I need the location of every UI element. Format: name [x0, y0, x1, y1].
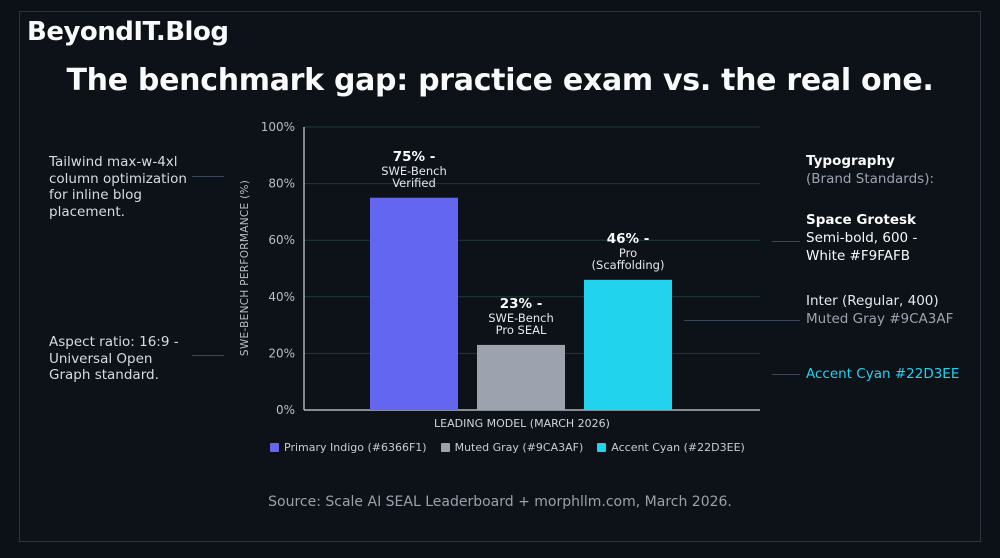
bar	[370, 197, 458, 410]
infographic-frame	[19, 11, 981, 542]
font2-spec: Inter (Regular, 400)	[806, 293, 939, 309]
font2-connector	[684, 320, 800, 321]
accent-color-note: Accent Cyan #22D3EE	[806, 366, 960, 382]
bar	[477, 344, 565, 410]
y-tick-label: 80%	[268, 177, 295, 191]
bar-category-label: Pro	[619, 246, 637, 260]
chart-legend: Primary Indigo (#6366F1) Muted Gray (#9CA…	[270, 441, 745, 454]
bar	[584, 279, 672, 410]
font1-connector	[772, 241, 800, 242]
legend-swatch	[597, 443, 607, 452]
bar-value-label: 75% -	[393, 149, 436, 165]
layout-note: Tailwind max-w-4xl column optimization f…	[49, 154, 187, 220]
y-tick-label: 60%	[268, 233, 295, 247]
font1-name: Space Grotesk	[806, 212, 916, 228]
typography-heading: Typography	[806, 153, 895, 169]
bar-category-label: SWE-Bench	[381, 164, 447, 178]
legend-label: Primary Indigo (#6366F1)	[284, 441, 427, 454]
page-title: The benchmark gap: practice exam vs. the…	[66, 63, 934, 98]
font2-color: Muted Gray #9CA3AF	[806, 311, 954, 327]
legend-swatch	[440, 443, 450, 452]
legend-label: Accent Cyan (#22D3EE)	[611, 441, 745, 454]
legend-label: Muted Gray (#9CA3AF)	[454, 441, 584, 454]
source-note: Source: Scale AI SEAL Leaderboard + morp…	[268, 494, 732, 510]
bar-category-label: (Scaffolding)	[592, 258, 665, 272]
bar-category-label: SWE-Bench	[488, 311, 554, 325]
layout-note-connector	[192, 176, 224, 177]
bar-value-label: 23% -	[500, 296, 543, 312]
aspect-note-connector	[192, 355, 224, 356]
typography-subheading: (Brand Standards):	[806, 171, 935, 187]
bar-category-label: Verified	[392, 176, 436, 190]
legend-swatch	[270, 443, 279, 452]
bar-category-label: Pro SEAL	[496, 323, 547, 337]
legend-item: Primary Indigo (#6366F1)	[270, 441, 427, 454]
brand-logo-text: BeyondIT.Blog	[27, 17, 229, 47]
y-axis-label: SWE-BENCH PERFORMANCE (%)	[239, 180, 251, 356]
legend-item: Muted Gray (#9CA3AF)	[440, 441, 584, 454]
bar-value-label: 46% -	[607, 231, 650, 247]
aspect-note: Aspect ratio: 16:9 - Universal Open Grap…	[49, 334, 179, 383]
accent-connector	[772, 374, 800, 375]
x-axis-label: LEADING MODEL (MARCH 2026)	[434, 417, 610, 430]
y-tick-label: 100%	[261, 120, 295, 134]
y-tick-label: 40%	[268, 290, 295, 304]
font1-spec: Semi-bold, 600 -	[806, 230, 918, 246]
y-tick-label: 20%	[268, 346, 295, 360]
legend-item: Accent Cyan (#22D3EE)	[597, 441, 745, 454]
y-tick-label: 0%	[276, 403, 295, 417]
font1-color: White #F9FAFB	[806, 248, 910, 264]
